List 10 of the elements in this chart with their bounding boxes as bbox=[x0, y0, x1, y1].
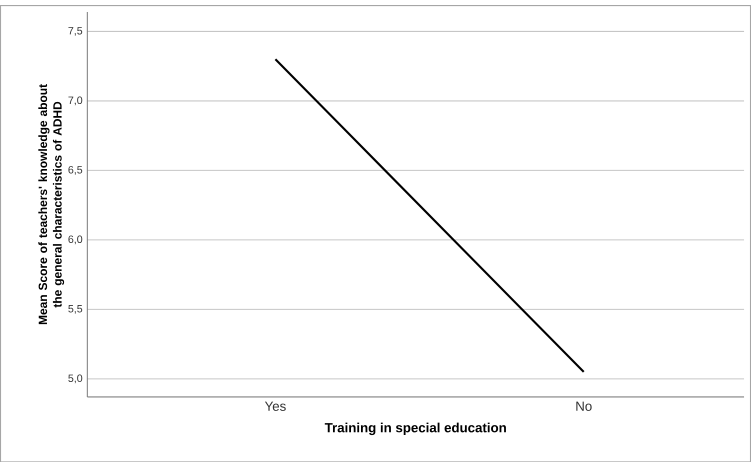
y-tick-label: 5,5 bbox=[68, 304, 82, 314]
y-tick-label: 6,5 bbox=[68, 166, 82, 175]
y-tick-label: 7,5 bbox=[68, 26, 82, 36]
y-tick-label: 7,0 bbox=[68, 96, 82, 106]
x-tick-label: No bbox=[576, 401, 592, 411]
y-tick-label: 6,0 bbox=[68, 235, 82, 244]
y-axis-title: Mean Score of teachers' knowledge about the general characteristics of ADHD bbox=[38, 84, 64, 324]
y-tick-label: 5,0 bbox=[68, 374, 82, 384]
x-tick-label: Yes bbox=[264, 401, 286, 411]
x-axis-title: Training in special education bbox=[324, 422, 506, 435]
